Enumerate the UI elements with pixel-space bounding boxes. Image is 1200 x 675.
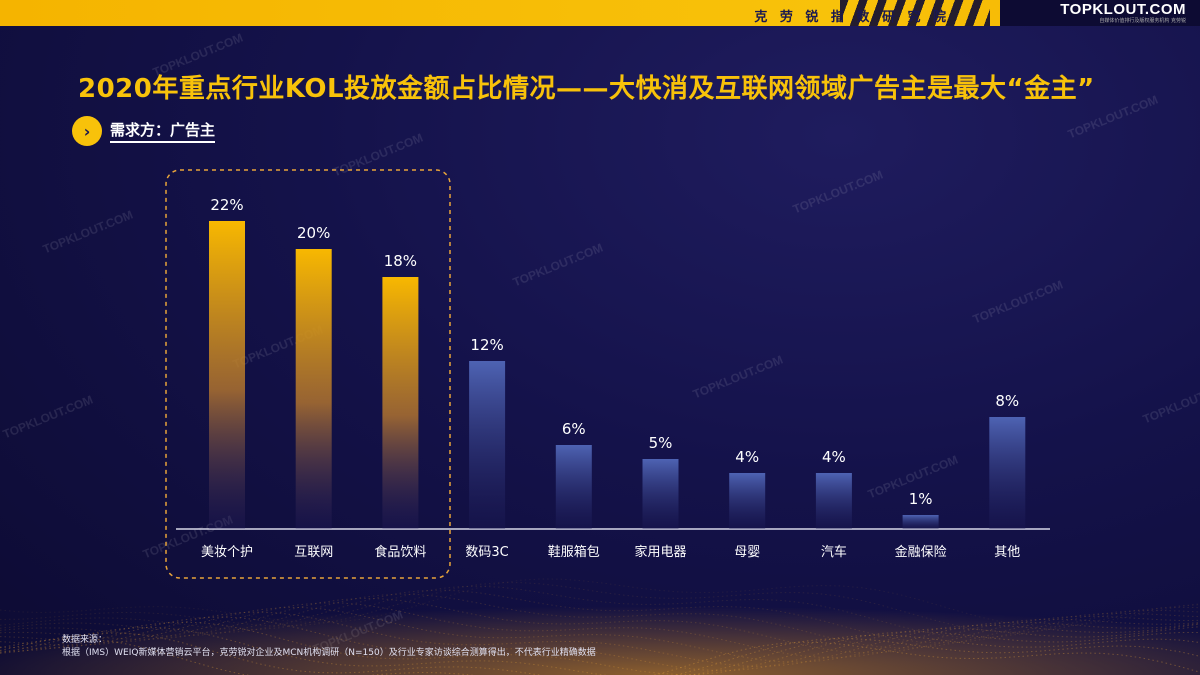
bar-9 <box>902 515 939 529</box>
institute-name: 克 劳 锐 指 数 研 究 院 <box>754 10 950 25</box>
category-label-8: 汽车 <box>821 544 847 560</box>
bar-5 <box>555 445 592 529</box>
wave-line <box>0 621 1200 675</box>
source-text: 根据（IMS）WEIQ新媒体营销云平台，克劳锐对企业及MCN机构调研（N=150… <box>62 648 596 658</box>
bar-value-label-10: 8% <box>995 392 1019 410</box>
category-label-1: 美妆个护 <box>201 545 253 560</box>
top-bar: 克 劳 锐 指 数 研 究 院 TOPKLOUT.COM 自媒体价值排行及版权服… <box>0 0 1200 26</box>
source-label: 数据来源： <box>62 635 108 645</box>
bar-10 <box>989 417 1026 529</box>
subhead-label: 需求方：广告主 <box>110 119 216 143</box>
category-label-9: 金融保险 <box>895 544 947 560</box>
subhead: › 需求方：广告主 <box>72 116 216 146</box>
category-label-4: 数码3C <box>465 545 508 560</box>
bar-value-label-6: 5% <box>649 434 673 452</box>
category-label-3: 食品饮料 <box>374 544 426 560</box>
logo-box: TOPKLOUT.COM 自媒体价值排行及版权服务机构 克劳锐 <box>1000 0 1200 26</box>
logo-subtitle: 自媒体价值排行及版权服务机构 克劳锐 <box>1099 18 1186 24</box>
page-title: 2020年重点行业KOL投放金额占比情况——大快消及互联网领域广告主是最大“金主… <box>78 74 1095 104</box>
bar-2 <box>295 249 332 529</box>
bar-8 <box>815 473 852 529</box>
wave-glow <box>0 560 1200 675</box>
bar-value-label-2: 20% <box>297 224 330 242</box>
chevron-right-icon: › <box>72 116 102 146</box>
logo: TOPKLOUT.COM <box>1060 1 1186 18</box>
bar-value-label-1: 22% <box>210 196 243 214</box>
bar-7 <box>729 473 766 529</box>
wave-line <box>0 611 1200 668</box>
wave-line <box>0 638 1200 675</box>
bar-value-label-5: 6% <box>562 420 586 438</box>
bar-4 <box>469 361 506 529</box>
top-bar-hatch <box>840 0 990 26</box>
source-note: 数据来源： 根据（IMS）WEIQ新媒体营销云平台，克劳锐对企业及MCN机构调研… <box>62 634 596 660</box>
bar-value-label-7: 4% <box>735 448 759 466</box>
wave-line <box>0 616 1200 672</box>
bar-3 <box>382 277 419 529</box>
decorative-wave <box>0 560 1200 675</box>
category-label-10: 其他 <box>994 545 1020 560</box>
bar-value-label-8: 4% <box>822 448 846 466</box>
category-label-5: 鞋服箱包 <box>548 544 600 560</box>
bar-value-label-9: 1% <box>909 490 933 508</box>
wave-line <box>0 602 1200 659</box>
wave-line <box>0 597 1200 654</box>
wave-line <box>0 606 1200 663</box>
category-label-7: 母婴 <box>734 545 760 560</box>
wave-line <box>0 632 1200 675</box>
bar-value-label-3: 18% <box>384 252 417 270</box>
category-label-6: 家用电器 <box>634 544 686 560</box>
bar-value-label-4: 12% <box>470 336 503 354</box>
bar-1 <box>209 221 245 529</box>
category-label-2: 互联网 <box>294 545 333 560</box>
bar-6 <box>642 459 679 529</box>
highlight-frame <box>165 169 451 579</box>
bar-group: 22% 美妆个护 20% 互联网 18% 食品饮料 12% 数码3C 6% 鞋服箱包 5% 家用电器 4… <box>201 196 1026 560</box>
